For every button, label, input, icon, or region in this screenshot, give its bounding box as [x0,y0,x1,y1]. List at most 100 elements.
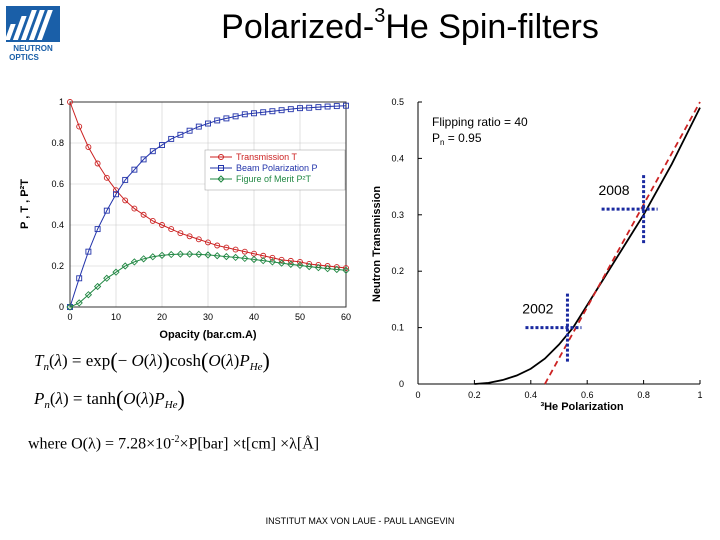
he3-chart-xlabel: ³He Polarization [540,401,623,410]
data-point [213,252,221,260]
data-point [186,233,193,240]
y-tick-label: 0.4 [391,153,404,163]
x-tick-label: 0.6 [581,390,594,400]
data-point [268,258,277,266]
y-tick-label: 0.4 [51,220,64,230]
y-tick-label: 0.5 [391,97,404,107]
y-tick-label: 0.2 [391,266,404,276]
x-tick-label: 0.4 [525,390,538,400]
data-point [297,105,303,112]
data-point [122,197,129,204]
opacity-definition: where O(λ) = 7.28×10-2×P[bar] ×t[cm] ×λ[… [28,434,319,453]
x-tick-label: 0.8 [637,390,650,400]
opacity-chart-grid [69,101,347,308]
data-point [195,250,203,258]
data-point [112,268,120,276]
y-tick-label: 0.1 [391,323,404,333]
y-tick-label: 1 [59,97,64,107]
neutron-optics-logo: NEUTRON OPTICS [4,6,60,62]
title-suffix: He Spin-filters [385,8,599,46]
data-point [306,104,313,111]
y-tick-label: 0.3 [391,210,404,220]
opacity-chart-frame [69,101,347,308]
data-point [259,257,267,265]
footer-institute: INSTITUT MAX VON LAUE - PAUL LANGEVIN [265,516,455,526]
data-point [76,275,83,282]
legend-label: Figure of Merit P²T [236,174,312,184]
legend-marker [218,154,224,160]
data-point [103,174,110,181]
data-point [113,191,119,198]
series-line-2 [69,253,347,308]
logo-text-1: NEUTRON [13,44,53,53]
data-point [297,258,303,265]
data-point [185,250,194,258]
data-point [130,258,139,266]
data-point [231,253,240,262]
x-tick-label: 40 [249,312,259,322]
data-point [84,291,93,299]
title-superscript: 3 [374,4,386,27]
data-point [251,110,257,117]
data-point [343,102,349,109]
data-point [93,282,102,291]
y-tick-label: 0 [399,379,404,389]
data-point [121,262,129,270]
y-tick-label: 0 [59,302,64,312]
y-tick-label: 0.8 [51,138,64,148]
data-point [323,265,332,273]
data-point [140,211,147,218]
data-point [149,217,156,224]
opacity-chart-series [66,99,350,311]
series-line-1 [544,101,701,385]
data-point [168,226,175,233]
x-tick-label: 0 [415,390,420,400]
data-point [131,205,138,212]
svg-text:Tn(λ) = exp(− O(λ))cosh(O(λ)PH: Tn(λ) = exp(− O(λ))cosh(O(λ)PHe) [34,348,270,373]
data-point [131,166,138,173]
equation-transmission: Tn(λ) = exp(− O(λ))cosh(O(λ)PHe) [34,348,270,373]
data-point [149,253,157,261]
opacity-chart-ticks: 0 10 20 30 40 50 60 0 0.2 0.4 0.6 0.8 1 [51,97,351,322]
data-point [278,107,285,114]
x-tick-label: 0.2 [468,390,481,400]
title-prefix: Polarized- [221,8,375,46]
opacity-chart-xlabel: Opacity (bar.cm.A) [159,329,257,341]
he3-transmission-chart: 0 0.2 0.4 0.6 0.8 100.10.20.30.40.5 20082002 … [371,97,703,410]
data-point [222,252,231,261]
data-point [85,144,92,151]
data-point [195,236,202,243]
data-point [158,251,166,259]
equation-polarization: Pn(λ) = tanh(O(λ)PHe) [34,386,185,411]
data-point [232,113,239,120]
where-exponent: -2 [171,434,180,445]
data-point [177,230,184,237]
opacity-chart: 0 10 20 30 40 50 60 0 0.2 0.4 0.6 0.8 1 Opacity (bar… [19,97,351,341]
data-point [122,176,129,183]
he3-chart-ticks: 0 0.2 0.4 0.6 0.8 1 0 0.1 0.2 0.3 0.4 0.5 [391,97,702,400]
data-point [94,160,101,167]
data-point [159,222,165,228]
data-point [168,135,175,142]
where-suffix: ×P[bar] ×t[cm] ×λ[Å] [179,435,320,453]
data-point [139,255,148,263]
data-point [314,264,323,272]
data-point [287,257,294,264]
data-point [315,104,322,111]
x-tick-label: 20 [157,312,167,322]
legend-label: Transmission T [236,152,298,162]
he3-chart-annotations: 2008 2002 [522,175,658,362]
y-tick-label: 0.6 [51,179,64,189]
data-point [269,254,276,261]
x-tick-label: 0 [67,312,72,322]
data-point [214,117,221,124]
data-point [167,250,175,259]
series-line-0 [474,107,701,385]
data-point [269,108,276,115]
data-point [214,242,221,249]
data-point [103,274,111,282]
data-point [223,115,230,122]
series-line-1 [69,105,347,308]
legend-marker [218,165,224,171]
